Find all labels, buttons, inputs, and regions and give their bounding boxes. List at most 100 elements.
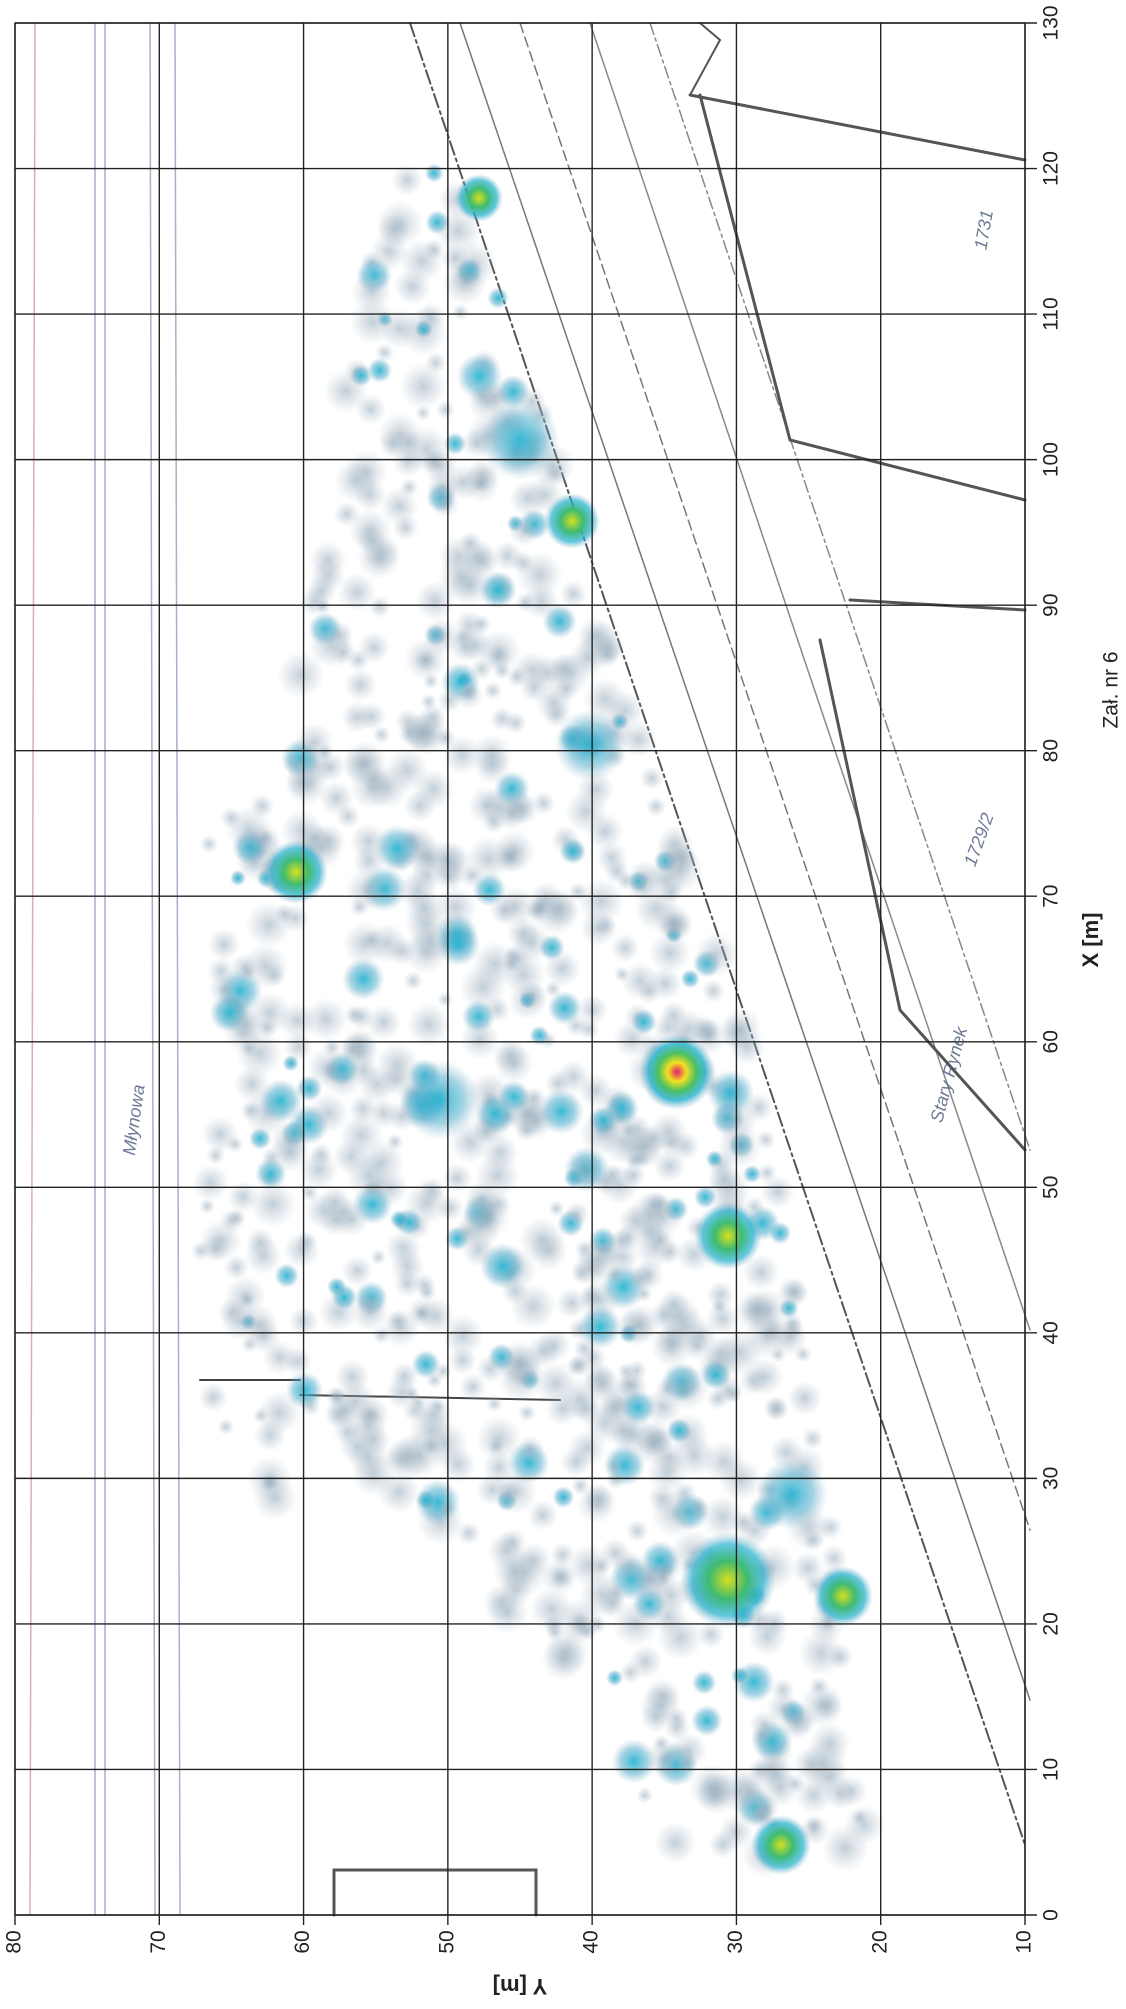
annex-label: Zał. nr 6 [1100,651,1123,728]
heat-blob [399,362,447,410]
heat-blob [564,1201,589,1226]
heat-blob [208,928,240,960]
heat-blob [416,1490,436,1510]
x-tick-label: 30 [1040,1467,1063,1490]
heat-blob [810,1758,848,1796]
heat-blob [425,163,444,182]
heat-blob [636,1787,653,1804]
heat-blob [631,1009,657,1035]
heat-blob [498,1341,541,1384]
heat-blob [496,1481,521,1506]
hotspot [680,1532,776,1628]
heat-blob [437,992,453,1008]
heat-blob [529,1231,568,1270]
heat-blob [779,1707,813,1741]
heat-blob [560,580,588,608]
heat-blob [309,541,347,579]
heat-blob [403,971,423,991]
heat-blob [694,1186,717,1209]
heat-blob [657,1128,685,1156]
heat-blob [381,487,419,525]
map-label: 1731 [970,208,997,251]
heat-blob [367,358,392,383]
hotspot [694,1202,762,1270]
heat-blob [455,681,484,710]
heat-blob [654,837,697,880]
heat-blob [534,1362,577,1405]
heat-blob [344,668,377,701]
heat-blob [240,1100,261,1121]
heat-blob [828,1644,854,1670]
heat-blob [334,501,360,527]
heat-blob [802,1530,824,1552]
heat-blob [451,262,483,294]
heat-blob [708,1831,737,1860]
heat-blob [691,1705,723,1737]
heat-blob [285,764,320,799]
x-tick-label: 80 [1040,739,1063,762]
heat-blob [350,898,368,916]
y-tick-label: 50 [435,1930,458,1953]
x-axis-title: X [m] [1078,913,1103,968]
heat-blob [460,1019,500,1059]
heat-blob [454,610,485,641]
heat-blob [660,1001,687,1028]
heat-blob [770,1347,786,1363]
heat-blob [580,909,618,947]
x-tick-label: 120 [1040,151,1063,186]
y-axis-title: Y [m] [493,1974,548,1999]
heat-blob [700,1359,731,1390]
hotspot [264,840,328,904]
heat-blob [348,1406,387,1445]
heat-blob [452,304,469,321]
road-edge [460,23,1030,1700]
heat-blob [394,268,432,306]
x-tick-label: 40 [1040,1321,1063,1344]
heat-blob [794,1345,812,1363]
heat-blob [331,1284,357,1310]
heat-blob [270,1121,311,1162]
heat-blob [541,1558,578,1595]
heat-blob [614,966,630,982]
heat-blob [543,1614,564,1635]
map-label: 1729/2 [960,810,998,869]
y-tick-label: 20 [868,1930,891,1953]
heat-blob [538,1089,584,1135]
heat-blob [325,1386,346,1407]
heat-blob [702,979,726,1003]
heat-blob [476,1355,504,1383]
heat-blob [199,1383,229,1413]
hotspot [751,1815,811,1875]
heat-blob [692,1670,717,1695]
heat-blob [429,1398,445,1414]
heat-blob [490,707,515,732]
heat-blob [731,1510,756,1535]
heat-blob [585,812,623,850]
heat-blob [648,1193,671,1216]
y-tick-label: 80 [3,1930,26,1953]
heat-blob [573,1249,611,1287]
heat-blob [512,651,550,689]
x-tick-label: 130 [1040,5,1063,40]
heat-blob [527,1500,558,1531]
heat-blob [308,1093,349,1134]
y-tick-label: 40 [580,1930,603,1953]
heat-blob [483,681,502,700]
heat-blob [560,1447,591,1478]
heat-blob [529,1025,549,1045]
heat-blob [696,1775,736,1815]
heat-blob [468,786,506,824]
heat-blob [220,1209,244,1233]
heat-blob [542,604,577,639]
heat-blob [628,1644,663,1679]
heat-blob [632,1150,650,1168]
heat-blob [801,1427,824,1450]
heat-blob [418,1283,436,1301]
heat-blob [760,1174,794,1208]
heat-blob [374,825,421,872]
heat-blob [657,1614,703,1660]
heat-blob [511,551,535,575]
heat-blob [494,1043,534,1083]
heat-blob [615,1307,654,1346]
heat-blob [611,933,640,962]
